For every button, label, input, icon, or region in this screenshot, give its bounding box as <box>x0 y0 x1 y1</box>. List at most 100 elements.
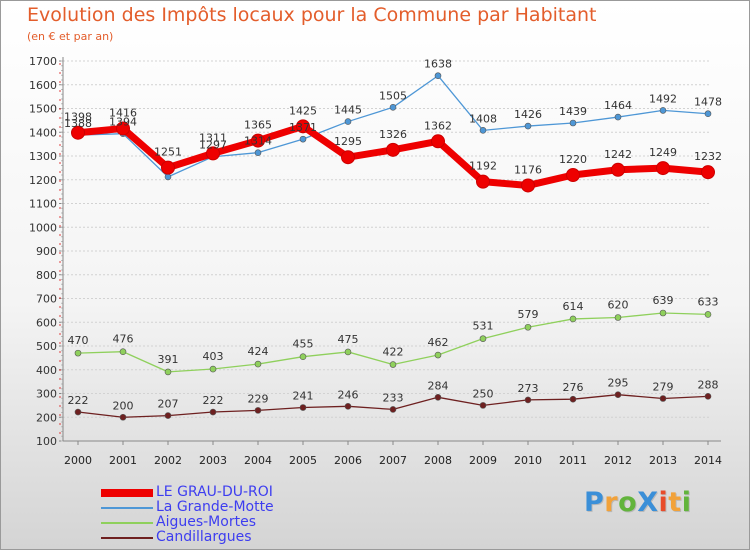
proxiti-logo: ProXiti <box>584 487 691 518</box>
data-label: 1249 <box>649 146 677 159</box>
data-point <box>611 162 625 177</box>
data-label: 633 <box>698 295 719 308</box>
data-label: 1365 <box>244 119 272 132</box>
data-label: 1232 <box>694 150 722 163</box>
data-label: 1426 <box>514 108 542 121</box>
data-point <box>254 407 262 414</box>
data-label: 1388 <box>64 117 92 130</box>
x-tick-label: 2003 <box>199 454 227 467</box>
data-point <box>386 142 400 157</box>
data-point <box>299 353 307 360</box>
logo-letter: X <box>637 487 659 518</box>
data-label: 1176 <box>514 163 542 176</box>
data-label: 1242 <box>604 148 632 161</box>
data-point <box>389 104 397 111</box>
logo-letter: P <box>584 487 605 518</box>
data-point <box>434 72 442 80</box>
data-label: 295 <box>608 377 629 390</box>
chart-subtitle: (en € et par an) <box>27 30 114 43</box>
data-label: 422 <box>383 346 404 359</box>
data-label: 1362 <box>424 119 452 132</box>
legend-label: La Grande-Motte <box>156 499 274 515</box>
data-point <box>389 361 397 368</box>
data-label: 1314 <box>244 135 272 148</box>
y-tick-label: 1500 <box>29 103 57 116</box>
data-label: 462 <box>428 336 449 349</box>
data-point <box>296 119 310 134</box>
data-point <box>434 393 442 401</box>
y-tick-label: 1700 <box>29 55 57 68</box>
legend-swatch <box>101 537 153 539</box>
data-label: 1416 <box>109 106 137 119</box>
logo-letter: i <box>658 487 669 518</box>
data-point <box>659 309 667 317</box>
data-label: 1464 <box>604 99 632 112</box>
data-point <box>614 314 622 321</box>
legend-label: Candillargues <box>156 529 252 545</box>
x-tick-label: 2012 <box>604 454 632 467</box>
legend-swatch <box>101 522 153 524</box>
data-point <box>704 311 712 318</box>
data-label: 455 <box>293 338 314 351</box>
data-point <box>431 134 445 149</box>
data-label: 470 <box>68 334 89 347</box>
x-tick-label: 2011 <box>559 454 587 467</box>
logo-letter: i <box>681 487 692 518</box>
data-label: 222 <box>203 394 224 407</box>
data-point <box>119 348 127 356</box>
data-point <box>254 360 262 368</box>
data-point <box>299 404 307 411</box>
data-point <box>524 396 532 404</box>
data-label: 229 <box>248 392 269 405</box>
data-point <box>524 122 532 130</box>
data-point <box>479 402 487 409</box>
data-label: 1638 <box>424 58 452 71</box>
data-label: 424 <box>248 345 269 358</box>
y-tick-label: 600 <box>36 316 57 329</box>
data-label: 1408 <box>469 112 497 125</box>
y-tick-label: 700 <box>36 293 57 306</box>
data-point <box>479 127 487 134</box>
logo-letter: t <box>668 487 682 518</box>
data-point <box>251 133 265 148</box>
data-label: 620 <box>608 299 629 312</box>
data-point <box>569 395 577 403</box>
data-label: 531 <box>473 320 494 333</box>
x-tick-label: 2002 <box>154 454 182 467</box>
data-point <box>479 335 487 342</box>
data-point <box>344 403 352 410</box>
data-label: 614 <box>563 300 584 313</box>
data-point <box>614 113 622 121</box>
x-tick-label: 2006 <box>334 454 362 467</box>
data-label: 276 <box>563 381 584 394</box>
chart-title: Evolution des Impôts locaux pour la Comm… <box>27 4 597 26</box>
data-label: 200 <box>113 399 134 412</box>
data-point <box>206 146 220 161</box>
data-point <box>164 368 172 376</box>
data-point <box>119 413 127 421</box>
data-label: 1398 <box>64 111 92 124</box>
data-label: 391 <box>158 353 179 366</box>
data-label: 1394 <box>109 116 137 129</box>
data-label: 1295 <box>334 135 362 148</box>
data-label: 241 <box>293 390 314 403</box>
data-label: 233 <box>383 391 404 404</box>
data-label: 1251 <box>154 146 182 159</box>
data-label: 1220 <box>559 153 587 166</box>
data-point <box>704 110 712 118</box>
data-point <box>656 161 670 176</box>
data-label: 1311 <box>199 131 227 144</box>
x-tick-label: 2010 <box>514 454 542 467</box>
data-label: 250 <box>473 387 494 400</box>
data-point <box>521 178 535 193</box>
data-point <box>71 125 85 140</box>
x-tick-label: 2004 <box>244 454 272 467</box>
data-label: 1326 <box>379 128 407 141</box>
data-label: 246 <box>338 388 359 401</box>
data-label: 1425 <box>289 104 317 117</box>
data-point <box>164 173 172 181</box>
data-label: 1297 <box>199 139 227 152</box>
data-point <box>569 315 577 323</box>
